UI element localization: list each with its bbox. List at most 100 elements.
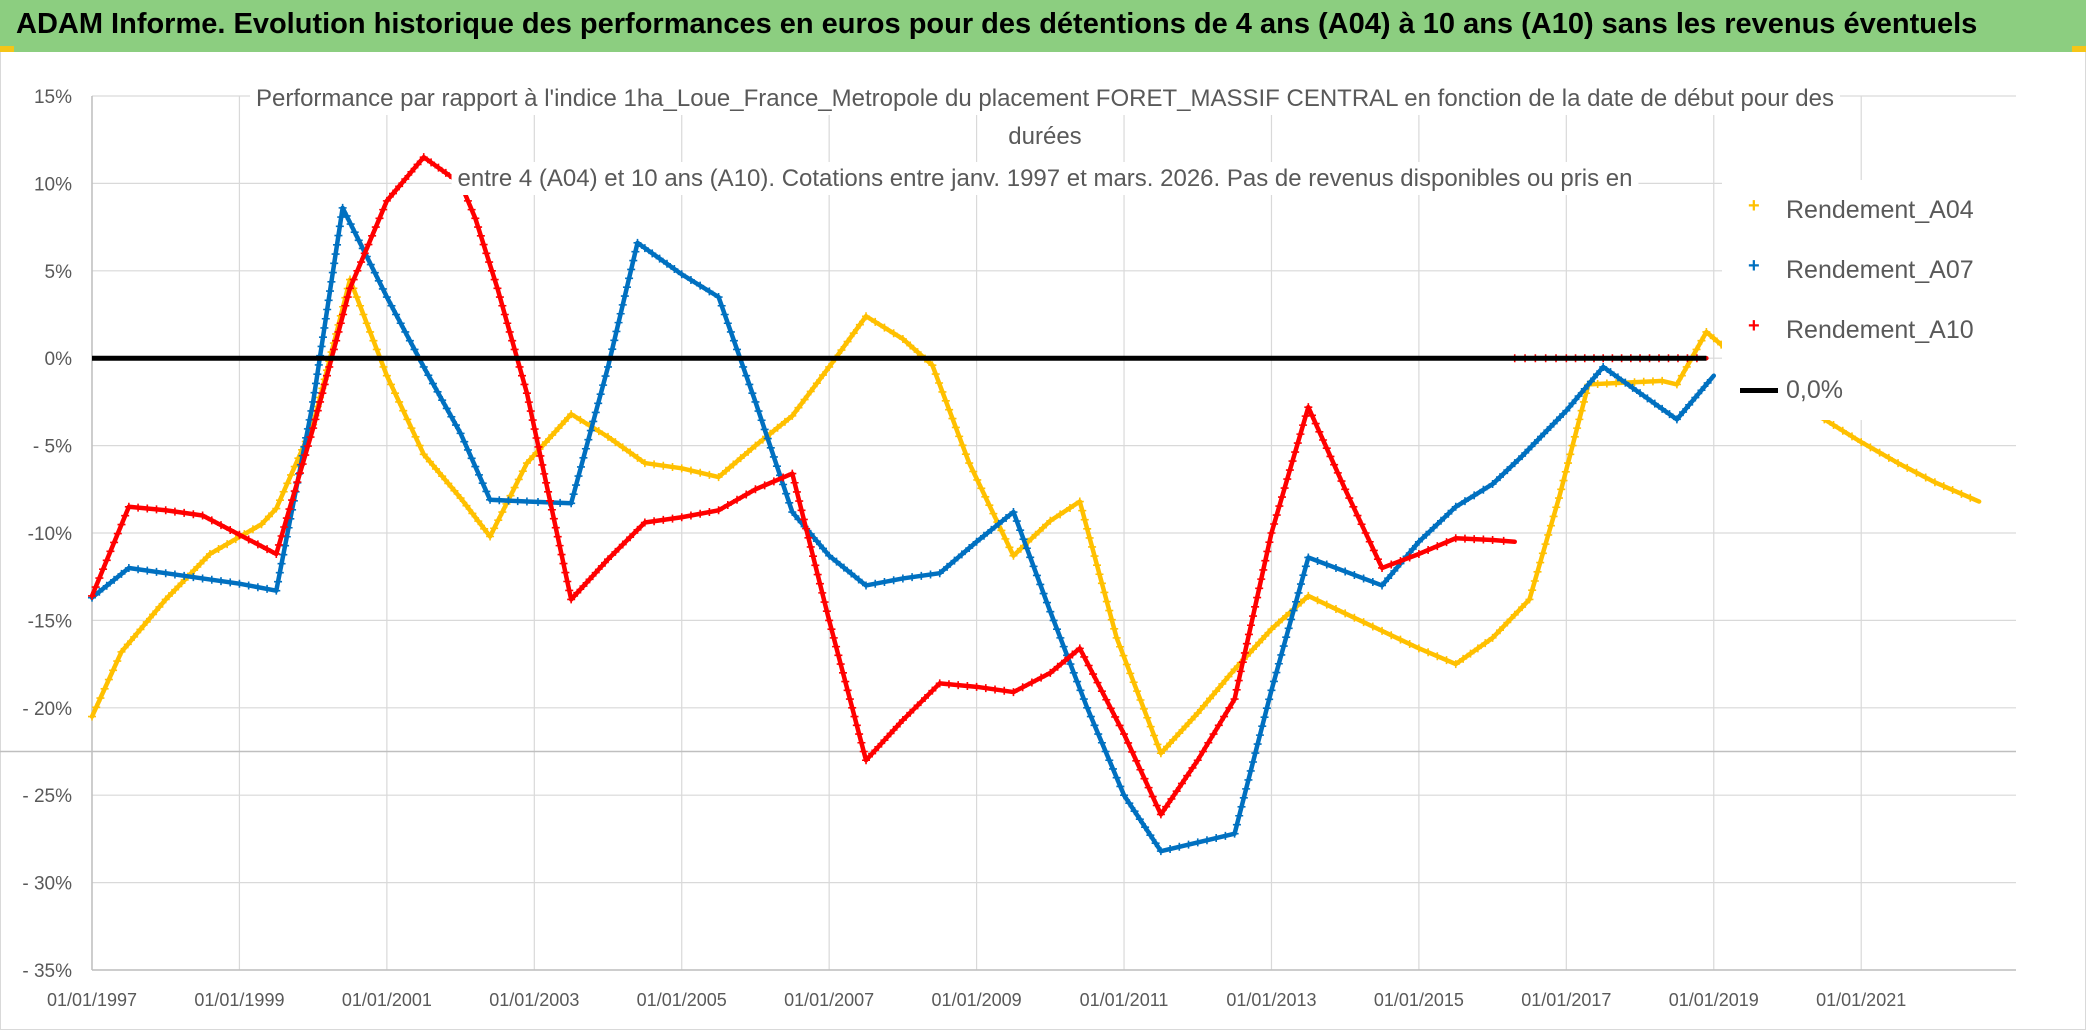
rendement-a10-point — [913, 701, 922, 710]
rendement-a04-point — [92, 703, 101, 712]
rendement-a04-point — [889, 329, 898, 338]
rendement-a04-point — [1193, 709, 1202, 718]
legend-item-a07[interactable]: + Rendement_A07 — [1740, 250, 1974, 290]
rendement-a07-point — [1279, 642, 1288, 651]
rendement-a04-point — [958, 441, 967, 450]
rendement-a04-point — [945, 405, 954, 414]
rendement-a07-point — [318, 333, 327, 342]
rendement-a10-point — [1488, 535, 1497, 544]
rendement-a04-point — [1966, 493, 1975, 502]
rendement-a07-point — [170, 570, 179, 579]
rendement-a04-point — [1038, 523, 1047, 532]
rendement-a10-point — [892, 722, 901, 731]
rendement-a10-point — [733, 495, 742, 504]
rendement-a07-point — [410, 345, 419, 354]
rendement-a07-point — [419, 362, 428, 371]
y-tick-label: -15% — [28, 611, 72, 632]
rendement-a04-point — [275, 496, 284, 505]
rendement-a10-point — [161, 506, 170, 515]
rendement-a07-point — [1146, 831, 1155, 840]
rendement-a10-point — [1152, 801, 1161, 810]
rendement-a07-point — [1549, 419, 1558, 428]
rendement-a04-point — [1912, 468, 1921, 477]
rendement-a04-point — [214, 545, 223, 554]
rendement-a04-point — [494, 516, 503, 525]
rendement-a04-point — [1564, 459, 1573, 468]
rendement-a04-point — [1433, 652, 1442, 661]
rendement-a10-point — [510, 345, 519, 354]
rendement-a07-point — [717, 301, 726, 310]
rendement-a04-point — [1488, 633, 1497, 642]
rendement-a10-point — [368, 231, 377, 240]
rendement-a04-point — [705, 470, 714, 479]
legend-item-zero[interactable]: 0,0% — [1740, 370, 1843, 410]
rendement-a10-point — [1246, 621, 1255, 630]
rendement-a07-point — [935, 569, 944, 578]
rendement-a04-point — [981, 492, 990, 501]
rendement-a07-point — [1613, 373, 1622, 382]
rendement-a07-point — [1151, 839, 1160, 848]
rendement-a07-point — [1422, 530, 1431, 539]
rendement-a07-point — [754, 407, 763, 416]
rendement-a04-point — [1212, 687, 1221, 696]
rendement-a10-point — [349, 275, 358, 284]
rendement-a07-point — [1221, 831, 1230, 840]
rendement-a10-point — [843, 686, 852, 695]
rendement-a04-point — [961, 450, 970, 459]
rendement-a07-point — [309, 397, 318, 406]
rendement-a04-point — [438, 472, 447, 481]
rendement-a07-point — [788, 508, 797, 517]
chart-title-backdrop — [250, 82, 1840, 115]
rendement-a07-point — [1046, 607, 1055, 616]
rendement-a07-point — [612, 327, 621, 336]
rendement-a10-point — [306, 433, 315, 442]
rendement-a07-point — [1359, 574, 1368, 583]
rendement-a04-point — [1097, 579, 1106, 588]
rendement-a07-point — [957, 550, 966, 559]
rendement-a07-point — [1292, 597, 1301, 606]
rendement-a07-point — [424, 371, 433, 380]
rendement-a10-point — [1299, 421, 1308, 430]
rendement-a07-point — [633, 238, 642, 247]
rendement-a07-point — [1460, 497, 1469, 506]
rendement-a10-point — [389, 189, 398, 198]
rendement-a07-point — [1036, 580, 1045, 589]
rendement-a10-point — [329, 345, 338, 354]
legend-item-a10[interactable]: + Rendement_A10 — [1740, 310, 1974, 350]
rendement-a04-point — [576, 415, 585, 424]
rendement-a10-point — [1378, 563, 1387, 572]
rendement-a10-point — [852, 721, 861, 730]
rendement-a04-point — [898, 334, 907, 343]
rendement-a04-point — [462, 501, 471, 510]
rendement-a07-point — [1135, 815, 1144, 824]
rendement-a07-point — [207, 575, 216, 584]
rendement-a10-point — [407, 167, 416, 176]
rendement-a07-point — [323, 305, 332, 314]
rendement-a04-point — [611, 438, 620, 447]
rendement-a10-point — [1361, 529, 1370, 537]
rendement-a04-point — [650, 460, 659, 469]
rendement-a07-point — [1235, 811, 1244, 820]
rendement-a10-point — [928, 686, 937, 695]
rendement-a04-point — [1136, 696, 1145, 705]
legend-item-a04[interactable]: + Rendement_A04 — [1740, 190, 1974, 230]
rendement-a07-point — [335, 222, 344, 231]
rendement-a07-point — [321, 314, 330, 323]
y-tick-label: - 35% — [22, 961, 72, 982]
rendement-a04-point — [1518, 603, 1527, 612]
rendement-a10-point — [463, 196, 472, 205]
rendement-a07-point — [354, 236, 363, 245]
rendement-a10-point — [434, 163, 443, 172]
rendement-a10-point — [493, 284, 502, 293]
rendement-a04-point — [1639, 377, 1648, 386]
rendement-a10-point — [1097, 687, 1106, 696]
rendement-a04-point — [272, 504, 281, 513]
rendement-a10-point — [1267, 529, 1276, 537]
rendement-a04-point — [729, 460, 738, 469]
rendement-a04-point — [518, 467, 527, 476]
rendement-a04-point — [1442, 656, 1451, 665]
rendement-a07-point — [1083, 703, 1092, 712]
rendement-a04-point — [1459, 654, 1468, 663]
rendement-a07-point — [1429, 523, 1438, 532]
rendement-a04-point — [1031, 530, 1040, 539]
